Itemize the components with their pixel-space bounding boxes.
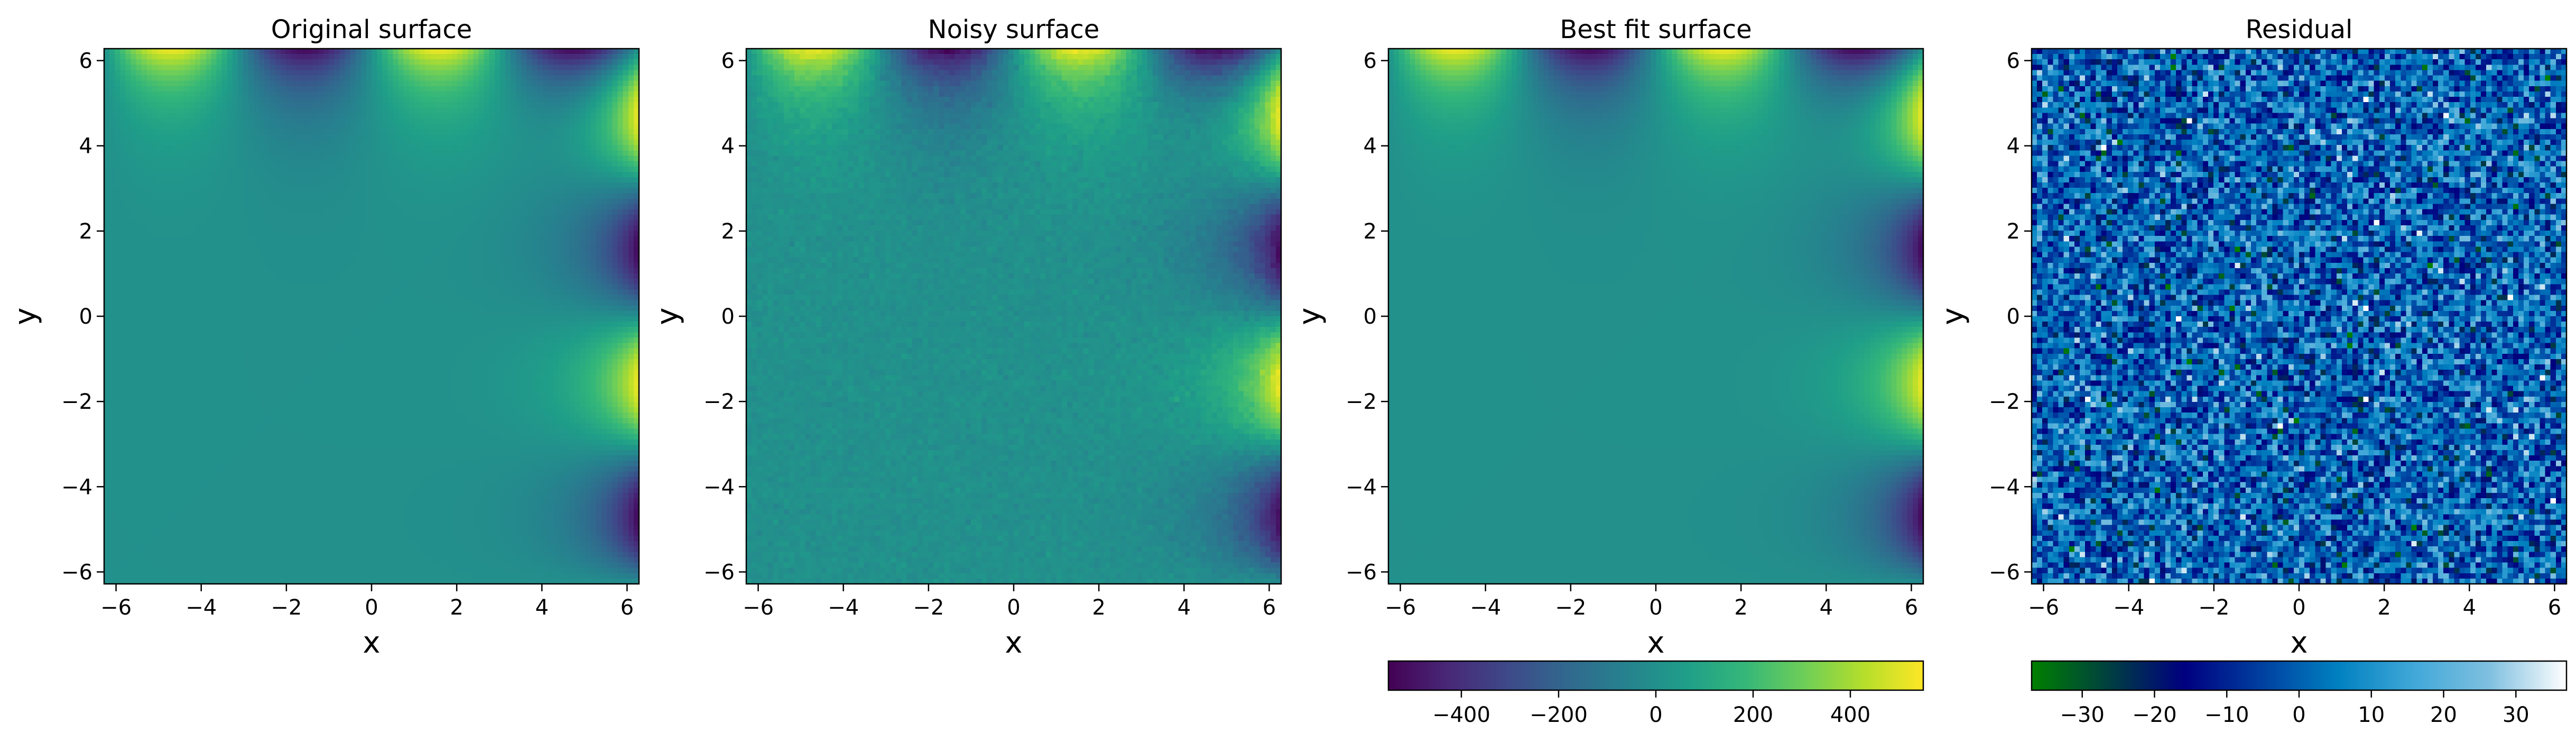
- heatmap-image: [746, 49, 1281, 584]
- colorbar-tick-label: −10: [2204, 703, 2249, 727]
- y-tick-label: 6: [721, 49, 735, 74]
- colorbar-tick-label: −200: [1530, 703, 1588, 727]
- y-tick-label: −6: [61, 560, 92, 584]
- x-tick-label: 0: [2292, 596, 2305, 620]
- y-tick-label: 6: [1364, 49, 1377, 74]
- x-tick-label: 2: [2377, 596, 2390, 620]
- x-axis-label: x: [2290, 626, 2308, 660]
- x-tick-label: −6: [100, 596, 132, 620]
- x-tick-label: 4: [2463, 596, 2476, 620]
- y-tick-label: −6: [1989, 560, 2020, 584]
- y-tick-label: 4: [1364, 134, 1377, 159]
- y-tick-label: 0: [79, 305, 92, 329]
- colorbar-tick-label: 200: [1733, 703, 1773, 727]
- x-tick-label: −2: [2198, 596, 2229, 620]
- y-tick-label: −4: [1346, 475, 1377, 499]
- colorbar-tick-label: 400: [1830, 703, 1870, 727]
- y-tick-label: −6: [703, 560, 735, 584]
- original-surface-panel: Original surface −6 −4 −2 0 2 4 6 −6 −4 −2 0 2 4 6 x y: [8, 15, 640, 660]
- colorbar-tick-label: −400: [1432, 703, 1490, 727]
- x-tick-label: −2: [271, 596, 302, 620]
- y-tick-label: −2: [1989, 390, 2020, 414]
- x-tick-label: −4: [828, 596, 859, 620]
- y-tick-label: 6: [2007, 49, 2020, 74]
- x-tick-label: 6: [2548, 596, 2561, 620]
- y-axis-label: y: [8, 307, 43, 325]
- y-axis-label: y: [1936, 307, 1970, 325]
- x-tick-label: 4: [1820, 596, 1833, 620]
- y-tick-label: −2: [61, 390, 92, 414]
- colorbar-tick-label: 20: [2430, 703, 2457, 727]
- y-tick-label: 2: [1364, 219, 1377, 244]
- y-tick-label: −4: [1989, 475, 2020, 499]
- y-tick-label: −2: [1346, 390, 1377, 414]
- colorbar-tick-label: 10: [2358, 703, 2385, 727]
- x-tick-label: 0: [1649, 596, 1662, 620]
- y-axis-label: y: [1293, 307, 1327, 325]
- x-tick-label: 2: [450, 596, 463, 620]
- heatmap-image: [2032, 49, 2566, 584]
- colorbar: [1387, 660, 1924, 691]
- x-tick-label: 2: [1092, 596, 1105, 620]
- colorbar-tick-label: −30: [2060, 703, 2105, 727]
- x-tick-label: −6: [2028, 596, 2059, 620]
- panel-title: Original surface: [271, 15, 472, 44]
- y-tick-label: 4: [721, 134, 735, 159]
- y-tick-label: 2: [79, 219, 92, 244]
- y-tick-label: 4: [2007, 134, 2020, 159]
- x-tick-label: −2: [1555, 596, 1586, 620]
- x-axis-label: x: [1005, 626, 1022, 660]
- y-tick-label: 0: [721, 305, 735, 329]
- best-fit-surface-panel: Best fit surface −6 −4 −2 0 2 4 6 −6 −4 −2 0 2 4 6 x y −4…: [1293, 15, 1924, 727]
- x-tick-label: 2: [1734, 596, 1747, 620]
- x-tick-label: −4: [186, 596, 217, 620]
- colorbar: [2031, 660, 2568, 691]
- x-tick-label: 6: [620, 596, 634, 620]
- colorbar-tick-label: 0: [1649, 703, 1662, 727]
- y-tick-label: −6: [1346, 560, 1377, 584]
- x-tick-label: −2: [913, 596, 944, 620]
- x-tick-label: 6: [1905, 596, 1918, 620]
- x-tick-label: 6: [1263, 596, 1276, 620]
- y-tick-label: 2: [2007, 219, 2020, 244]
- noisy-surface-panel: Noisy surface −6 −4 −2 0 2 4 6 −6 −4 −2 0 2 4 6 x y: [651, 15, 1282, 660]
- panel-title: Noisy surface: [928, 15, 1100, 44]
- panel-title: Best fit surface: [1560, 15, 1752, 44]
- y-tick-label: 0: [2007, 305, 2020, 329]
- x-tick-label: 0: [365, 596, 378, 620]
- heatmap-image: [104, 49, 639, 584]
- colorbar-tick-label: −20: [2132, 703, 2176, 727]
- x-tick-label: −6: [1385, 596, 1416, 620]
- y-tick-label: 6: [79, 49, 92, 74]
- y-tick-label: 0: [1364, 305, 1377, 329]
- x-tick-label: −4: [2113, 596, 2144, 620]
- x-tick-label: 4: [535, 596, 549, 620]
- heatmap-image: [1388, 49, 1923, 584]
- y-axis-label: y: [651, 307, 685, 325]
- panel-title: Residual: [2246, 15, 2353, 44]
- colorbar-tick-label: 0: [2292, 703, 2305, 727]
- x-tick-label: 0: [1007, 596, 1020, 620]
- x-tick-label: −4: [1470, 596, 1501, 620]
- colorbar-tick-label: 30: [2503, 703, 2529, 727]
- x-tick-label: 4: [1178, 596, 1191, 620]
- y-tick-label: 2: [721, 219, 735, 244]
- y-tick-label: 4: [79, 134, 92, 159]
- x-tick-label: −6: [743, 596, 774, 620]
- y-tick-label: −2: [703, 390, 735, 414]
- y-tick-label: −4: [703, 475, 735, 499]
- y-tick-label: −4: [61, 475, 92, 499]
- x-axis-label: x: [1647, 626, 1664, 660]
- x-axis-label: x: [363, 626, 380, 660]
